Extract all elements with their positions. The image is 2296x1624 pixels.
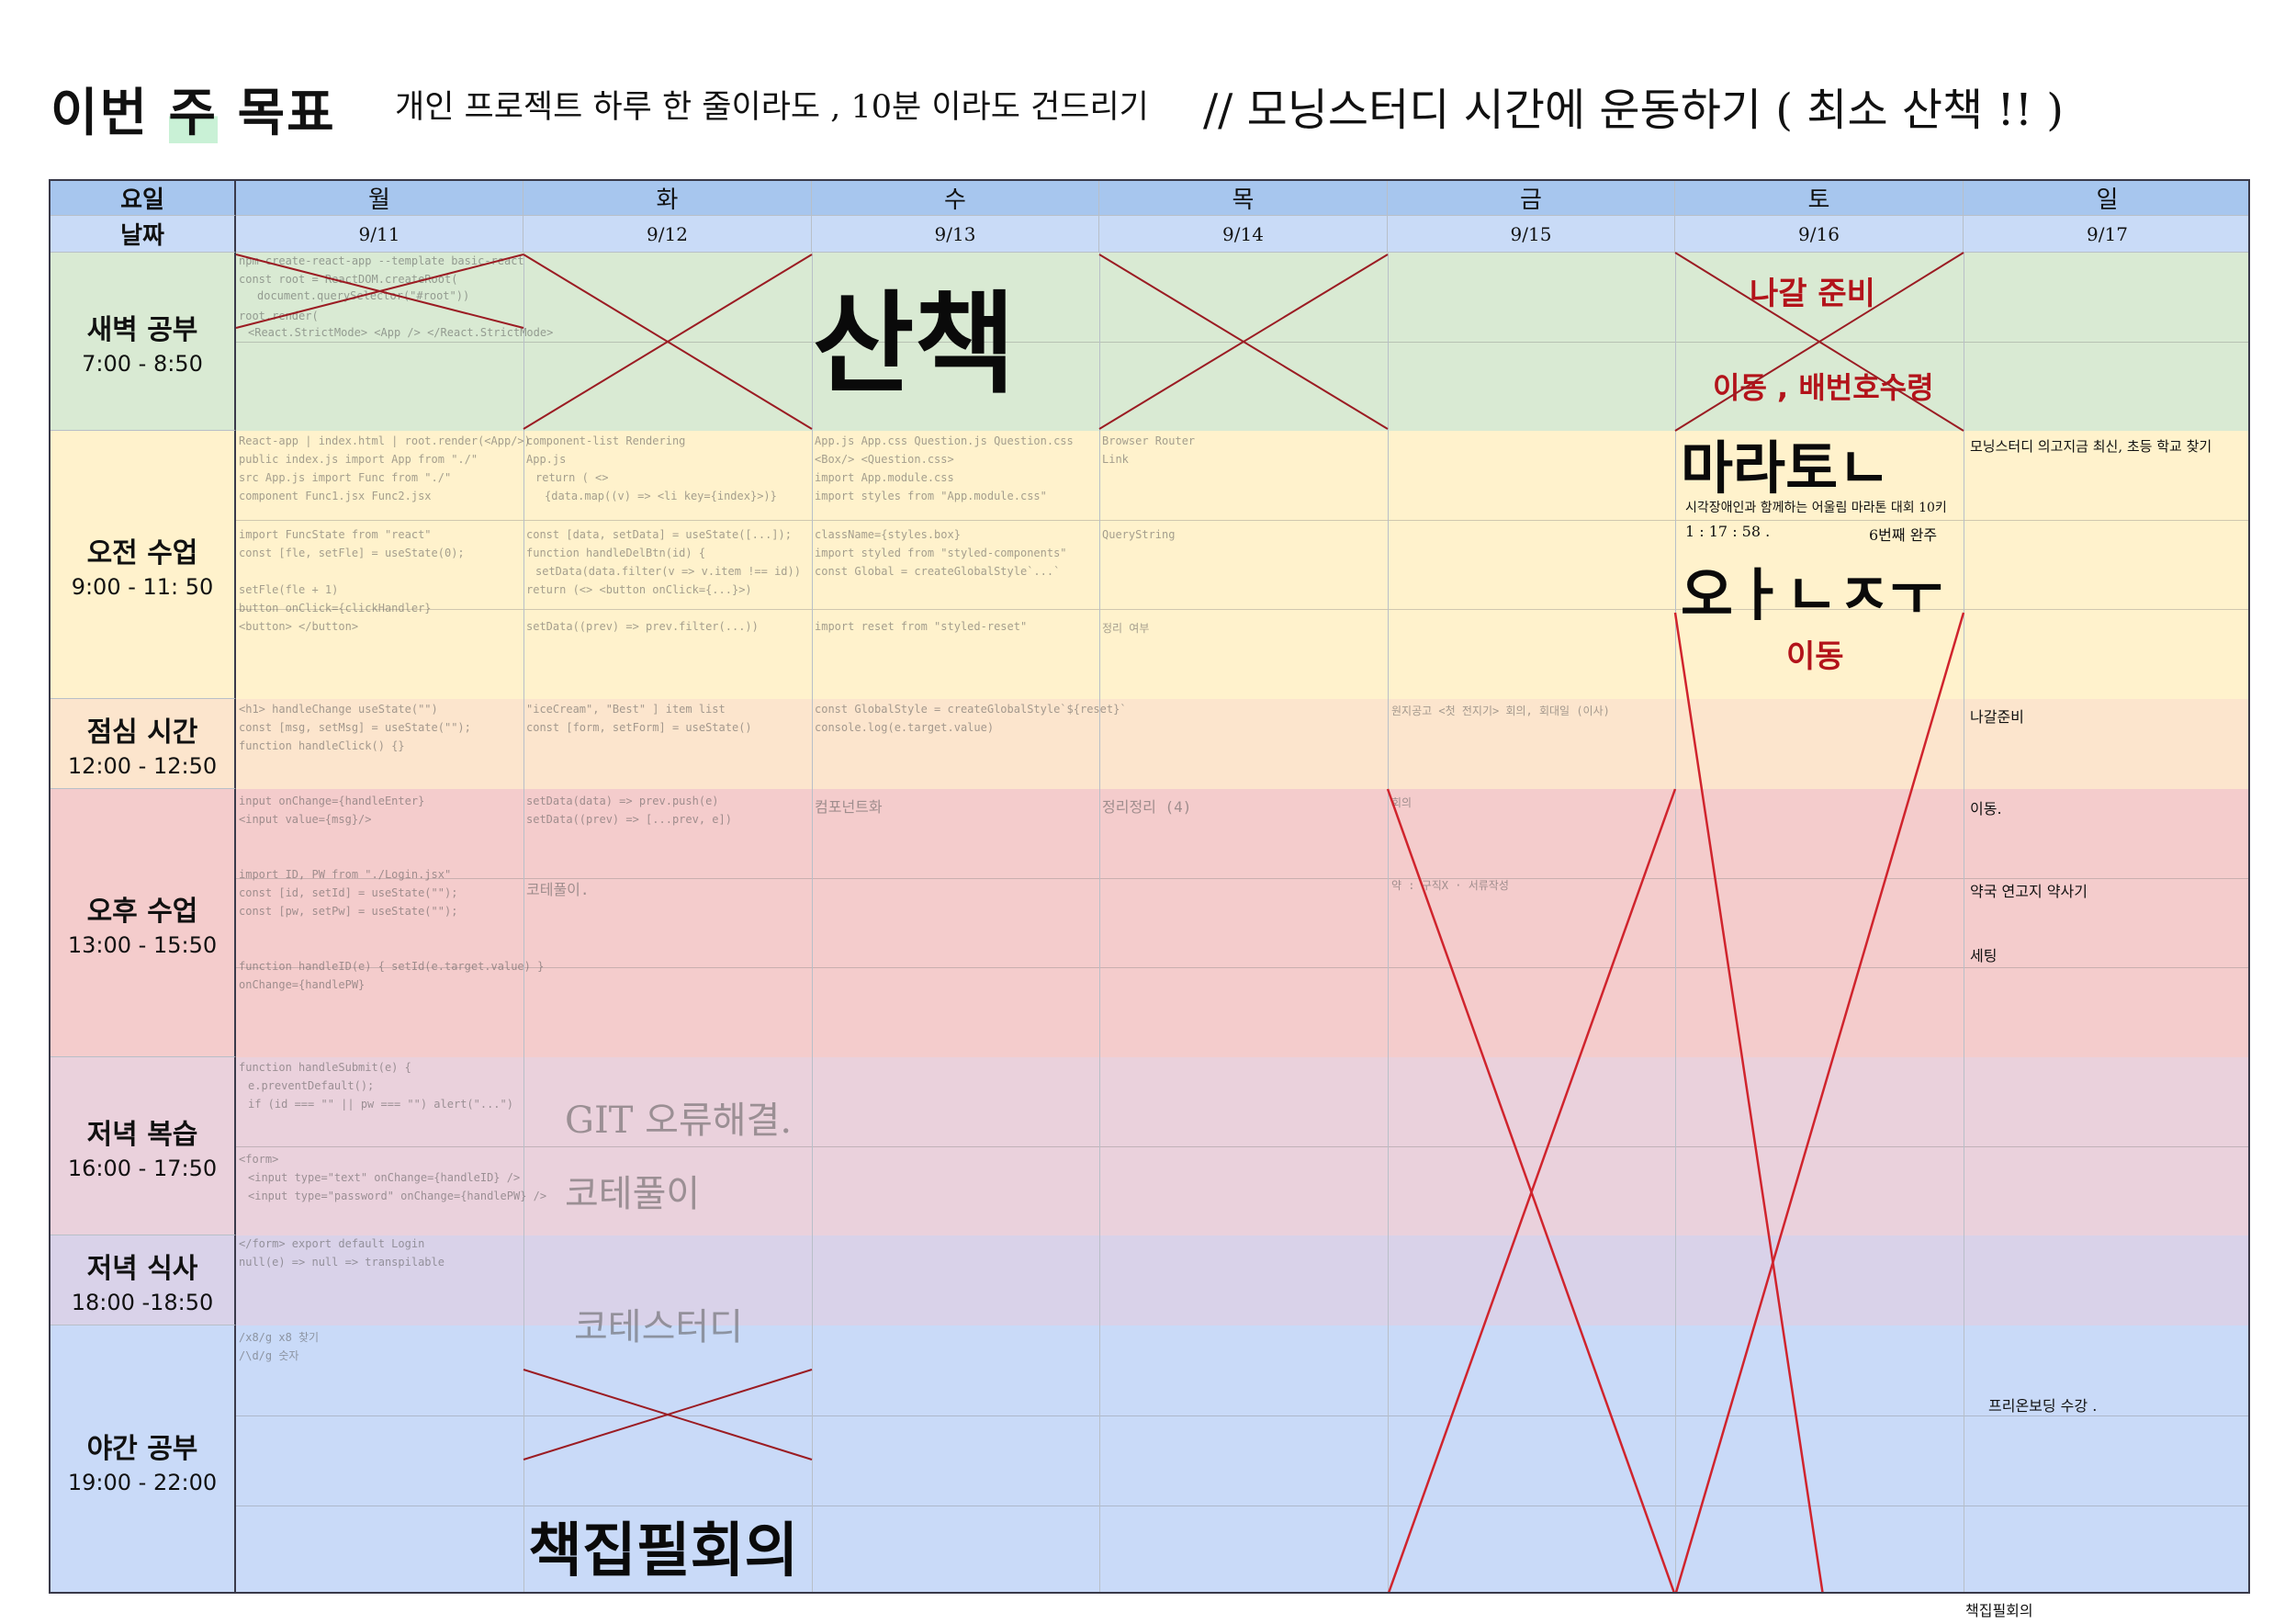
sat-prep: 나갈 준비 bbox=[1750, 276, 1875, 312]
day-mon: 월 bbox=[236, 181, 523, 216]
tue-pm-note: 코테풀이. bbox=[526, 881, 590, 898]
tue-eve-note-1: GIT 오류해결. bbox=[565, 1100, 793, 1142]
title-highlight: 주 bbox=[168, 84, 219, 143]
day-sun: 일 bbox=[1964, 181, 2248, 216]
slot-row-evening-review: 저녁 복습 16:00 - 17:50 bbox=[51, 1057, 2248, 1235]
date-mon: 9/11 bbox=[236, 216, 523, 253]
slot-name: 새벽 공부 bbox=[86, 313, 198, 346]
column-divider bbox=[1388, 253, 1389, 1592]
slot-name: 저녁 식사 bbox=[86, 1252, 198, 1285]
sat-place: 6번째 완주 bbox=[1869, 526, 1938, 544]
sat-move: 이동 bbox=[1786, 638, 1844, 675]
date-tue: 9/12 bbox=[523, 216, 812, 253]
wed-lunch-note: 컴포넌트화 bbox=[815, 798, 883, 816]
date-header-row: 날짜 9/11 9/12 9/13 9/14 9/15 9/16 9/17 bbox=[51, 216, 2248, 253]
slot-time: 16:00 - 17:50 bbox=[67, 1155, 218, 1181]
slot-time: 7:00 - 8:50 bbox=[82, 350, 203, 377]
slot-label: 오전 수업 9:00 - 11: 50 bbox=[51, 431, 236, 699]
page-title: 이번 주 목표 bbox=[51, 84, 336, 143]
slot-label: 오후 수업 13:00 - 15:50 bbox=[51, 789, 236, 1057]
slot-time: 19:00 - 22:00 bbox=[67, 1469, 218, 1495]
day-header-row: 요일 월 화 수 목 금 토 일 bbox=[51, 181, 2248, 216]
date-header-label: 날짜 bbox=[51, 216, 236, 253]
date-sat: 9/16 bbox=[1675, 216, 1964, 253]
tue-eve-note-2: 코테풀이 bbox=[565, 1173, 701, 1215]
day-thu: 목 bbox=[1099, 181, 1388, 216]
day-header-label: 요일 bbox=[51, 181, 236, 216]
date-fri: 9/15 bbox=[1388, 216, 1675, 253]
sat-finish: 오ㅏㄴㅈㅜ bbox=[1681, 561, 1943, 628]
slot-time: 9:00 - 11: 50 bbox=[71, 573, 214, 600]
column-divider bbox=[1099, 253, 1100, 1592]
day-wed: 수 bbox=[812, 181, 1099, 216]
sun-morning-note: 모닝스터디 의고지금 최신, 초등 학교 찾기 bbox=[1970, 438, 2212, 455]
sat-marathon: 마라토ㄴ bbox=[1681, 434, 1891, 502]
date-wed: 9/13 bbox=[812, 216, 1099, 253]
slot-name: 야간 공부 bbox=[86, 1432, 198, 1465]
day-tue: 화 bbox=[523, 181, 812, 216]
slot-label: 새벽 공부 7:00 - 8:50 bbox=[51, 253, 236, 431]
slot-time: 12:00 - 12:50 bbox=[67, 752, 218, 779]
slot-name: 오전 수업 bbox=[86, 536, 198, 570]
tue-night-book-meeting: 책집필회의 bbox=[528, 1517, 799, 1585]
slot-time: 13:00 - 15:50 bbox=[67, 931, 218, 958]
date-thu: 9/14 bbox=[1099, 216, 1388, 253]
slot-name: 저녁 복습 bbox=[86, 1118, 198, 1151]
weekly-goal-2: // 모닝스터디 시간에 운동하기 ( 최소 산책 !! ) bbox=[1203, 85, 2064, 136]
slot-time: 18:00 -18:50 bbox=[71, 1289, 214, 1315]
slot-name: 점심 시간 bbox=[86, 716, 198, 749]
fri-lunch-note: 원지공고 <첫 전지기> 회의, 회대일 (이사) bbox=[1391, 705, 1610, 717]
slot-label: 야간 공부 19:00 - 22:00 bbox=[51, 1325, 236, 1592]
sun-lunch-note: 나갈준비 bbox=[1970, 708, 2024, 726]
sun-pm-note-3: 세팅 bbox=[1970, 947, 1998, 964]
weekly-timetable: 요일 월 화 수 목 금 토 일 날짜 9/11 9/12 9/13 9/14 … bbox=[49, 179, 2250, 1594]
slot-name: 오후 수업 bbox=[86, 895, 198, 928]
slot-label: 저녁 복습 16:00 - 17:50 bbox=[51, 1057, 236, 1235]
slot-label: 저녁 식사 18:00 -18:50 bbox=[51, 1235, 236, 1325]
sun-pm-note-2: 약국 연고지 약사기 bbox=[1970, 883, 2088, 900]
sat-move-bib: 이동 , 배번호수령 bbox=[1713, 370, 1934, 405]
slot-row-afternoon-class: 오후 수업 13:00 - 15:50 bbox=[51, 789, 2248, 1057]
column-divider bbox=[1675, 253, 1676, 1592]
header: 이번 주 목표 개인 프로젝트 하루 한 줄이라도 , 10분 이라도 건드리기… bbox=[0, 0, 2296, 175]
tue-dinner-note: 코테스터디 bbox=[574, 1306, 743, 1348]
weekly-goal-1: 개인 프로젝트 하루 한 줄이라도 , 10분 이라도 건드리기 bbox=[395, 89, 1149, 126]
sat-record: 1 : 17 : 58 . bbox=[1685, 523, 1771, 540]
sun-night-note: 프리온보딩 수강 . bbox=[1988, 1397, 2098, 1415]
slot-label: 점심 시간 12:00 - 12:50 bbox=[51, 699, 236, 789]
wed-dawn-walk: 산책 bbox=[813, 281, 1016, 409]
column-divider bbox=[812, 253, 813, 1592]
sat-race-name: 시각장애인과 함께하는 어울림 마라톤 대회 10키 bbox=[1685, 501, 1947, 515]
day-fri: 금 bbox=[1388, 181, 1675, 216]
slot-row-night-study: 야간 공부 19:00 - 22:00 bbox=[51, 1325, 2248, 1592]
sun-pm-note-1: 이동. bbox=[1970, 800, 2002, 818]
column-divider bbox=[523, 253, 524, 1592]
sun-bottom-note: 책집필회의 bbox=[1965, 1602, 2033, 1619]
day-sat: 토 bbox=[1675, 181, 1964, 216]
date-sun: 9/17 bbox=[1964, 216, 2248, 253]
